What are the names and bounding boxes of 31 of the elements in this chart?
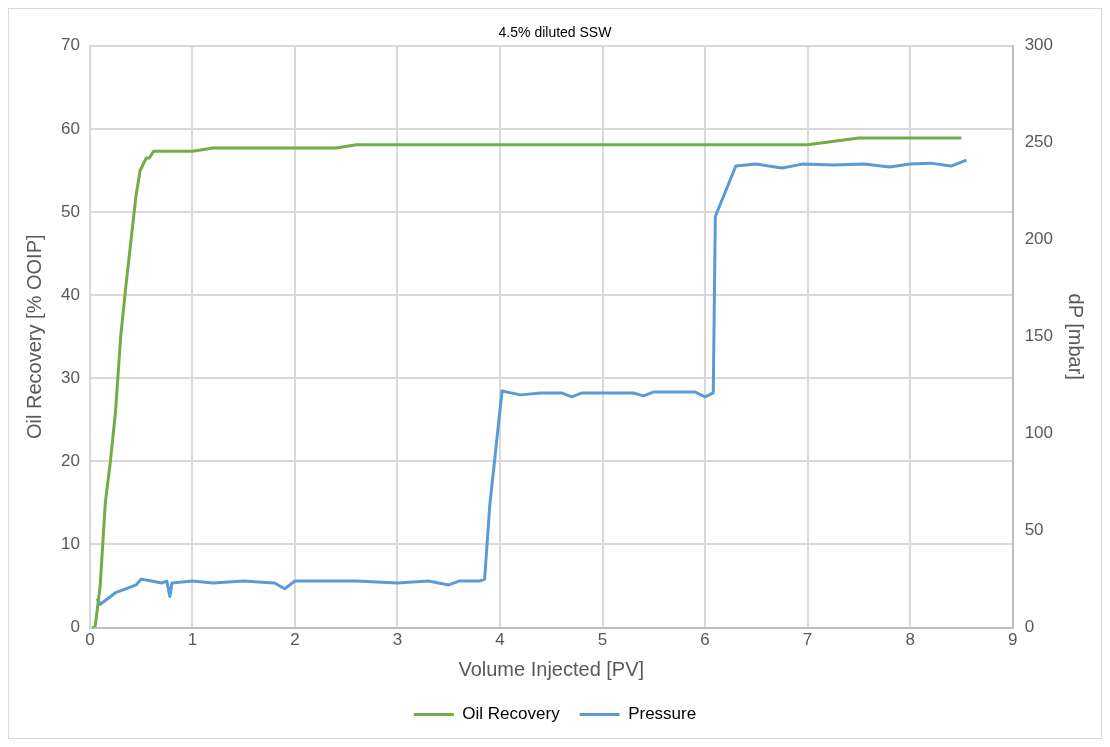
y-tick-label: 30 <box>60 367 80 387</box>
x-tick-label: 8 <box>905 630 915 650</box>
y2-tick-label: 50 <box>1024 520 1044 540</box>
legend-label: Oil Recovery <box>462 704 561 724</box>
y-tick-label: 60 <box>60 118 80 138</box>
x-tick-label: 3 <box>392 630 403 650</box>
y-tick-label: 50 <box>60 201 80 221</box>
x-tick-label: 7 <box>802 630 813 650</box>
legend-label: Pressure <box>628 704 697 724</box>
y2-tick-label: 100 <box>1024 423 1054 443</box>
y2-tick-label: 150 <box>1024 326 1054 346</box>
y-tick-label: 70 <box>60 35 80 55</box>
y2-tick-label: 300 <box>1024 35 1054 55</box>
x-tick-label: 9 <box>1007 630 1018 650</box>
y-tick-label: 0 <box>70 617 80 637</box>
y-tick-label: 40 <box>60 284 80 304</box>
y2-axis-title: dP [mbar] <box>1065 293 1088 380</box>
y-tick-label: 10 <box>60 534 80 554</box>
y2-tick-label: 0 <box>1024 617 1035 637</box>
x-tick-label: 6 <box>700 630 710 650</box>
y2-tick-label: 250 <box>1024 132 1054 152</box>
y-tick-label: 20 <box>60 451 80 471</box>
x-tick-label: 1 <box>187 630 198 650</box>
x-axis-title: Volume Injected [PV] <box>458 657 645 680</box>
x-tick-label: 4 <box>495 630 505 650</box>
y2-tick-label: 200 <box>1024 229 1054 249</box>
chart-title: 4.5% diluted SSW <box>498 24 613 41</box>
x-tick-label: 5 <box>597 630 608 650</box>
x-tick-label: 0 <box>85 630 95 650</box>
y-axis-title: Oil Recovery [% OOIP] <box>22 234 45 439</box>
x-tick-label: 2 <box>290 630 300 650</box>
